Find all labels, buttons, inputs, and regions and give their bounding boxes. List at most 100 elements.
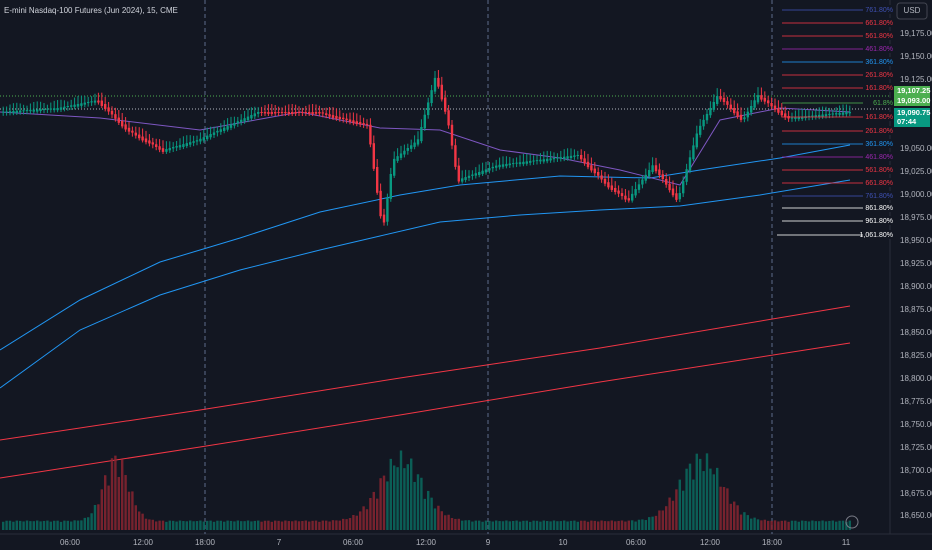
candle-body xyxy=(841,112,845,115)
candle-body xyxy=(229,124,233,128)
candle-body xyxy=(733,108,736,114)
volume-bar xyxy=(22,521,25,530)
candle-body xyxy=(631,193,634,201)
candle-body xyxy=(716,96,719,104)
fib-label-bg xyxy=(863,44,893,53)
volume-bar xyxy=(617,520,620,530)
candle-body xyxy=(246,116,250,121)
candle-body xyxy=(658,169,661,176)
candle-body xyxy=(763,97,766,102)
volume-bar xyxy=(325,520,328,530)
volume-bar xyxy=(821,520,824,530)
candle-body xyxy=(396,156,399,161)
volume-bar xyxy=(549,521,552,530)
fib-label: 761.80% xyxy=(865,7,893,14)
time-label: 9 xyxy=(486,538,491,547)
volume-bar xyxy=(42,520,46,530)
volume-bar xyxy=(195,521,199,530)
candle-body xyxy=(600,175,603,180)
candle-body xyxy=(182,144,185,148)
volume-bar xyxy=(226,520,229,530)
candle-body xyxy=(365,123,369,126)
volume-bar xyxy=(450,518,454,530)
volume-bar xyxy=(39,521,42,530)
volume-bar xyxy=(702,471,705,530)
currency-button[interactable] xyxy=(896,2,928,20)
volume-bar xyxy=(348,518,352,530)
candle-body xyxy=(212,132,216,135)
volume-bar xyxy=(719,486,722,530)
candle-body xyxy=(287,112,290,114)
candle-body xyxy=(624,195,627,200)
volume-bar xyxy=(192,521,195,530)
volume-bar xyxy=(212,521,216,530)
volume-bar xyxy=(671,500,675,530)
candles xyxy=(2,70,851,226)
candle-body xyxy=(277,112,280,113)
volume-bar xyxy=(515,520,518,530)
candle-body xyxy=(29,109,32,112)
volume-bar xyxy=(379,478,382,530)
session-lines xyxy=(204,0,773,534)
price-tag xyxy=(894,86,930,96)
candle-body xyxy=(342,117,345,120)
candle-body xyxy=(291,112,294,114)
candle-body xyxy=(767,100,770,104)
volume-bar xyxy=(780,520,783,530)
candle-body xyxy=(637,184,641,190)
volume-bar xyxy=(552,520,556,530)
volume-bar xyxy=(236,520,239,530)
lightning-icon[interactable] xyxy=(845,515,859,529)
candle-body xyxy=(484,169,488,173)
candle-body xyxy=(481,170,484,174)
candle-body xyxy=(495,165,498,168)
candle-body xyxy=(314,112,318,114)
volume-bar xyxy=(790,520,794,530)
volume-bar xyxy=(280,521,284,530)
volume-bar xyxy=(206,520,209,530)
candle-body xyxy=(474,173,477,176)
volume-bar xyxy=(32,521,35,530)
volume-bar xyxy=(202,521,205,530)
fib-label-bg xyxy=(863,5,893,14)
candle-body xyxy=(818,114,821,118)
volume-bar xyxy=(756,519,760,530)
volume-bar xyxy=(654,515,658,530)
candle-body xyxy=(93,100,97,103)
candle-body xyxy=(172,147,175,149)
candle-body xyxy=(304,112,307,114)
volume-bar xyxy=(178,520,182,530)
fib-label: 461.80% xyxy=(865,46,893,53)
candle-body xyxy=(42,108,46,111)
volume-bar xyxy=(634,521,637,530)
moving-average xyxy=(0,144,851,351)
candle-body xyxy=(546,158,549,162)
price-tag-time: 07:44 xyxy=(897,117,917,126)
fib-label-bg xyxy=(863,165,893,174)
candle-body xyxy=(393,158,396,176)
candle-body xyxy=(348,119,352,122)
candle-body xyxy=(124,124,127,130)
candle-body xyxy=(457,165,460,182)
volume-bar xyxy=(87,517,90,530)
volume-bar xyxy=(76,520,80,530)
volume-bar xyxy=(542,520,545,530)
volume-bar xyxy=(362,506,365,530)
fib-label-bg xyxy=(863,70,893,79)
volume-bar xyxy=(117,476,120,530)
volume-bar xyxy=(83,517,86,530)
volume-bar xyxy=(97,504,100,530)
price-label: 18,725.00 xyxy=(900,443,932,452)
candle-body xyxy=(821,114,824,117)
candle-body xyxy=(467,175,471,178)
time-label: 11 xyxy=(842,538,851,547)
candle-body xyxy=(743,117,746,120)
candle-body xyxy=(376,167,379,193)
volume-bar xyxy=(593,520,596,530)
fib-label-bg xyxy=(863,31,893,40)
candle-body xyxy=(583,158,586,164)
volume-bar xyxy=(46,520,49,530)
volume-bar xyxy=(811,520,814,530)
candle-body xyxy=(158,146,161,150)
candle-body xyxy=(127,127,131,132)
